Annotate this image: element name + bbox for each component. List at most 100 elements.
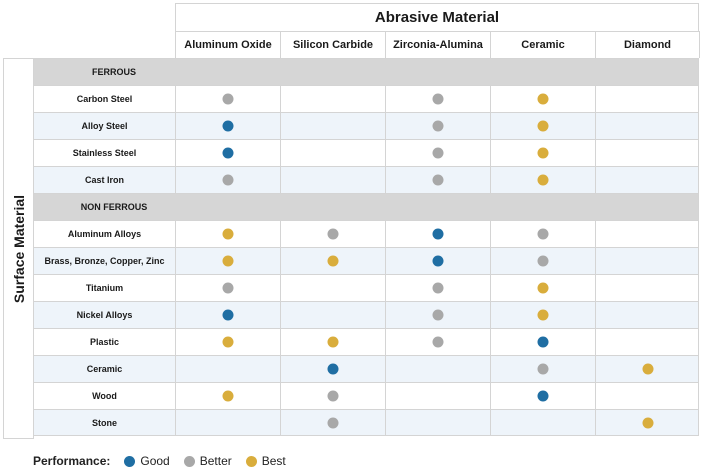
rating-cell — [280, 167, 385, 193]
rating-cell — [280, 248, 385, 274]
rating-better-dot — [432, 282, 443, 294]
legend-label: Best — [261, 454, 286, 468]
rating-cell — [385, 383, 490, 409]
table-row: Stone — [34, 409, 699, 436]
surface-material-label: Surface Material — [10, 194, 27, 303]
rating-good-dot — [222, 120, 233, 132]
legend-good-dot — [124, 455, 136, 467]
rating-good-dot — [537, 390, 548, 402]
rating-cell — [385, 356, 490, 382]
row-label: Titanium — [85, 283, 124, 293]
rating-best-dot — [222, 390, 233, 402]
rating-good-dot — [432, 255, 443, 267]
rating-cell — [595, 167, 700, 193]
rating-better-dot — [222, 282, 233, 294]
legend-entry-best: Best — [245, 454, 286, 468]
compatibility-matrix: Abrasive Material Aluminum Oxide Silicon … — [3, 3, 700, 439]
rating-cell — [385, 167, 490, 193]
rating-cell — [280, 329, 385, 355]
rating-cell — [175, 302, 280, 328]
rating-cell — [490, 302, 595, 328]
rating-cell — [490, 356, 595, 382]
rating-best-dot — [537, 282, 548, 294]
rating-best-dot — [537, 147, 548, 159]
legend-entry-good: Good — [124, 454, 170, 468]
rating-best-dot — [537, 309, 548, 321]
rating-better-dot — [537, 255, 548, 267]
rating-best-dot — [537, 174, 548, 186]
legend-better-dot — [183, 455, 195, 467]
column-header: Aluminum Oxide — [175, 31, 280, 58]
legend-label: Good — [140, 454, 170, 468]
rating-cell — [280, 302, 385, 328]
row-label: Cast Iron — [84, 175, 124, 185]
surface-material-header: Surface Material — [3, 58, 34, 439]
rating-cell — [385, 248, 490, 274]
rating-cell — [280, 410, 385, 435]
table-row: Stainless Steel — [34, 139, 699, 166]
rating-cell — [385, 410, 490, 435]
rating-better-dot — [432, 336, 443, 348]
rating-cell — [175, 329, 280, 355]
rating-cell — [280, 86, 385, 112]
rating-cell — [175, 167, 280, 193]
rating-cell — [385, 329, 490, 355]
group-label: FERROUS — [91, 67, 136, 77]
table-row: Plastic — [34, 328, 699, 355]
rating-cell — [490, 221, 595, 247]
table-row: Carbon Steel — [34, 85, 699, 112]
rating-better-dot — [537, 363, 548, 375]
rating-cell — [595, 248, 700, 274]
rating-better-dot — [327, 228, 338, 240]
rating-good-dot — [222, 147, 233, 159]
group-label: NON FERROUS — [80, 202, 148, 212]
rating-good-dot — [537, 336, 548, 348]
rating-cell — [280, 356, 385, 382]
row-label: Nickel Alloys — [76, 310, 133, 320]
rating-cell — [385, 275, 490, 301]
rating-cell — [490, 329, 595, 355]
rating-best-dot — [327, 255, 338, 267]
rating-cell — [175, 221, 280, 247]
rating-cell — [280, 113, 385, 139]
rating-best-dot — [327, 336, 338, 348]
rating-cell — [595, 113, 700, 139]
rating-best-dot — [537, 93, 548, 105]
rating-cell — [175, 356, 280, 382]
rating-cell — [385, 140, 490, 166]
rating-cell — [175, 410, 280, 435]
abrasive-material-header: Abrasive Material — [175, 3, 699, 31]
rating-better-dot — [327, 417, 338, 428]
rating-cell — [595, 86, 700, 112]
rating-cell — [280, 221, 385, 247]
rating-cell — [490, 140, 595, 166]
table-row: Wood — [34, 382, 699, 409]
rating-better-dot — [432, 120, 443, 132]
rating-better-dot — [222, 174, 233, 186]
rating-cell — [175, 275, 280, 301]
row-label: Plastic — [89, 337, 120, 347]
row-label: Ceramic — [86, 364, 123, 374]
rating-cell — [490, 113, 595, 139]
rating-cell — [595, 140, 700, 166]
rating-cell — [175, 383, 280, 409]
performance-legend: Performance: Good Better Best — [33, 452, 300, 470]
group-row: FERROUS — [34, 58, 699, 85]
rating-cell — [280, 140, 385, 166]
rating-better-dot — [327, 390, 338, 402]
row-label: Carbon Steel — [76, 94, 133, 104]
row-label: Brass, Bronze, Copper, Zinc — [44, 256, 165, 266]
row-label: Alloy Steel — [81, 121, 128, 131]
legend-entry-better: Better — [183, 454, 232, 468]
row-label: Aluminum Alloys — [67, 229, 142, 239]
legend-label: Better — [199, 454, 232, 468]
rating-better-dot — [222, 93, 233, 105]
rating-cell — [385, 302, 490, 328]
rating-cell — [595, 275, 700, 301]
table-row: Ceramic — [34, 355, 699, 382]
rating-cell — [385, 113, 490, 139]
row-label: Stainless Steel — [72, 148, 137, 158]
rating-cell — [595, 383, 700, 409]
table-row: Cast Iron — [34, 166, 699, 193]
legend-title: Performance: — [33, 454, 111, 468]
